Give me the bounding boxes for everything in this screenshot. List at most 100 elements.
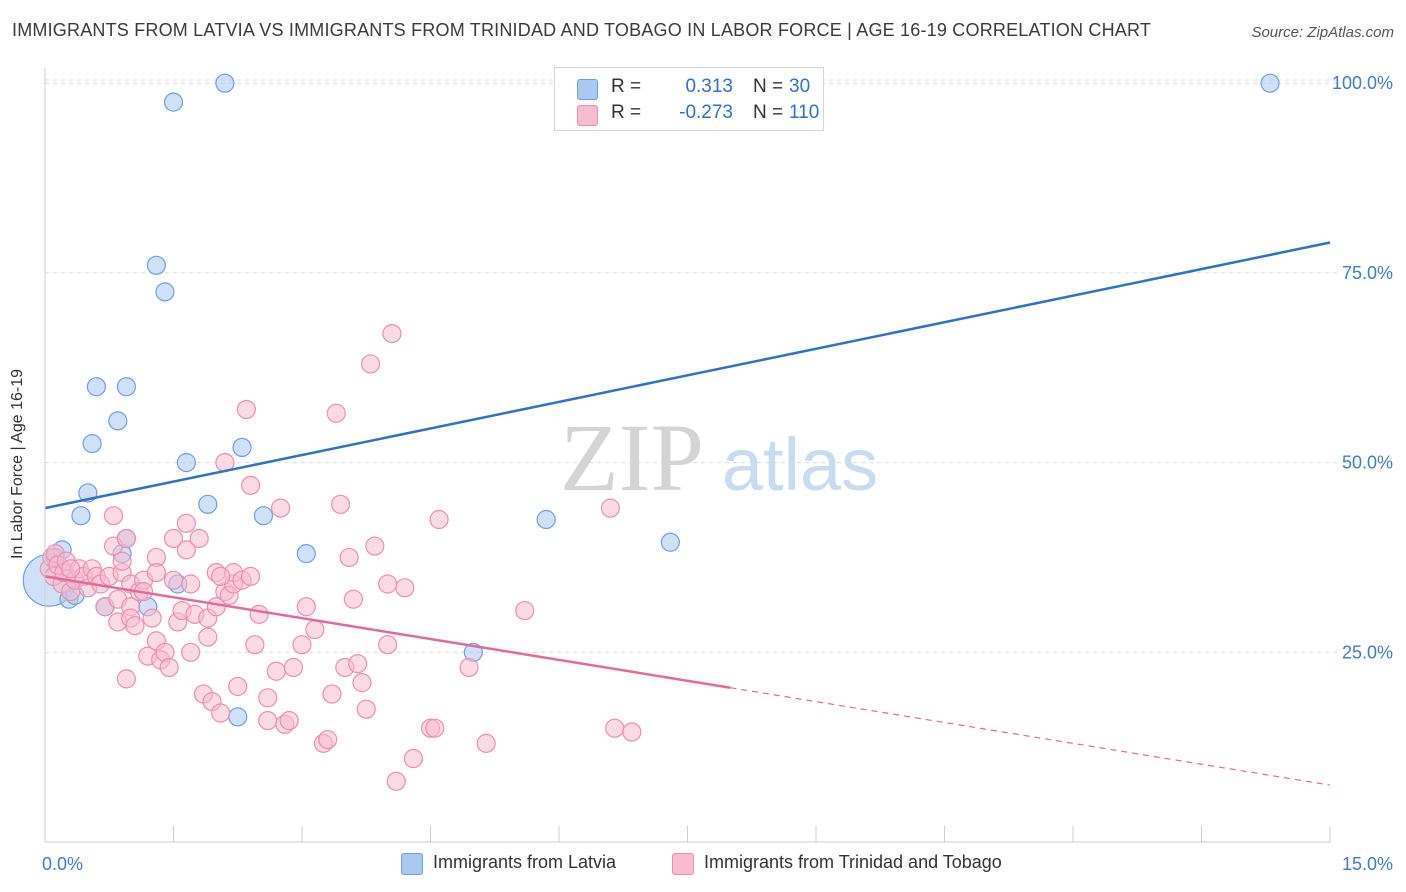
trinidad-point: [181, 642, 201, 662]
y-tick-label: 25.0%: [1342, 642, 1393, 662]
trinidad-point: [352, 673, 372, 693]
latvia-point: [71, 506, 91, 526]
latvia-point: [232, 437, 252, 458]
trend-line-trinidad-extension: [730, 687, 1331, 786]
latvia-point: [1260, 73, 1280, 93]
trinidad-point: [330, 494, 351, 514]
latvia-point: [176, 452, 196, 473]
trinidad-point: [459, 657, 479, 678]
trinidad-point: [61, 559, 81, 579]
latvia-point: [82, 434, 102, 454]
bottom-legend-swatch-latvia: [401, 853, 423, 875]
y-tick-label: 100.0%: [1332, 73, 1393, 93]
trinidad-point: [258, 688, 278, 708]
trinidad-point: [360, 354, 381, 374]
trinidad-point: [365, 536, 385, 556]
y-tick-label: 75.0%: [1342, 263, 1393, 283]
bottom-legend-swatch-trinidad: [672, 853, 694, 875]
trinidad-point: [211, 566, 231, 587]
trinidad-point: [605, 718, 625, 738]
bottom-legend-label-trinidad: Immigrants from Trinidad and Tobago: [704, 852, 1002, 872]
latvia-point: [198, 494, 218, 514]
latvia-point: [296, 544, 316, 564]
legend-n-label: N =: [753, 102, 784, 123]
watermark-atlas: atlas: [722, 423, 878, 506]
trinidad-point: [429, 509, 449, 530]
trinidad-point: [339, 547, 359, 568]
trinidad-point: [211, 703, 231, 723]
trinidad-point: [228, 676, 248, 697]
x-tick-label-max: 15.0%: [1342, 854, 1393, 874]
latvia-point: [536, 509, 556, 530]
y-tick-label: 50.0%: [1342, 453, 1393, 473]
trinidad-point: [163, 528, 184, 549]
trinidad-point: [425, 718, 445, 738]
trinidad-point: [198, 627, 218, 647]
legend-n-value: 110: [789, 102, 820, 123]
trinidad-point: [356, 699, 376, 719]
trinidad-point: [348, 654, 368, 674]
trinidad-point: [378, 574, 398, 594]
trinidad-point: [515, 600, 535, 621]
trinidad-point: [112, 551, 132, 571]
legend-r-label: R =: [611, 76, 642, 97]
trinidad-point: [395, 578, 415, 598]
trinidad-point: [403, 748, 423, 769]
trinidad-point: [249, 604, 269, 624]
watermark-zip: ZIP: [560, 404, 704, 511]
trinidad-point: [189, 528, 209, 549]
trinidad-point: [146, 563, 166, 583]
trinidad-point: [476, 733, 496, 753]
trinidad-point: [116, 528, 136, 549]
legend-swatch-latvia: [577, 79, 598, 100]
trend-line-trinidad: [44, 575, 731, 689]
latvia-point: [108, 411, 128, 431]
trinidad-point: [279, 710, 299, 731]
trinidad-point: [292, 635, 312, 655]
trinidad-point: [378, 635, 398, 655]
latvia-point: [116, 377, 136, 397]
trinidad-point: [116, 669, 136, 689]
trinidad-point: [622, 722, 642, 742]
trend-line-latvia: [44, 241, 1331, 510]
trinidad-point: [241, 475, 261, 495]
trinidad-point: [176, 540, 196, 560]
trinidad-point: [125, 616, 145, 636]
trinidad-point: [305, 619, 325, 640]
x-tick-label-min: 0.0%: [42, 854, 83, 874]
y-axis-label: In Labor Force | Age 16-19: [9, 368, 26, 560]
trinidad-point: [296, 597, 316, 617]
trinidad-point: [326, 403, 346, 423]
legend-r-label: R =: [611, 102, 642, 123]
source-label: Source: ZipAtlas.com: [1251, 24, 1394, 41]
axis-layer: 25.0% 50.0% 75.0% 100.0% 0.0% 15.0%: [42, 68, 1393, 874]
bottom-legend-label-latvia: Immigrants from Latvia: [433, 852, 617, 872]
trinidad-point: [318, 729, 338, 750]
legend-r-value: 0.313: [685, 76, 733, 97]
latvia-point: [228, 707, 248, 727]
latvia-point: [253, 506, 274, 526]
latvia-point: [660, 532, 680, 552]
correlation-legend: R = 0.313 N = 30 R = -0.273 N = 110: [554, 67, 824, 131]
latvia-point: [155, 282, 175, 302]
trinidad-point: [283, 657, 304, 678]
trinidad-point: [258, 710, 278, 731]
trinidad-point: [163, 570, 184, 590]
trinidad-point: [176, 513, 196, 533]
trinidad-point: [103, 506, 124, 526]
trinidad-point: [270, 498, 291, 518]
latvia-point: [163, 92, 184, 112]
latvia-point: [86, 377, 107, 397]
trinidad-point: [181, 574, 201, 594]
legend-swatch-trinidad: [577, 105, 598, 126]
trinidad-point: [266, 661, 286, 681]
latvia-point: [146, 255, 166, 275]
trinidad-point: [241, 566, 261, 587]
legend-r-value: -0.273: [679, 102, 733, 123]
trinidad-point: [386, 771, 406, 791]
trinidad-point: [343, 589, 363, 609]
legend-n-value: 30: [789, 76, 811, 97]
chart-title: IMMIGRANTS FROM LATVIA VS IMMIGRANTS FRO…: [12, 20, 1152, 40]
latvia-point: [215, 73, 235, 93]
